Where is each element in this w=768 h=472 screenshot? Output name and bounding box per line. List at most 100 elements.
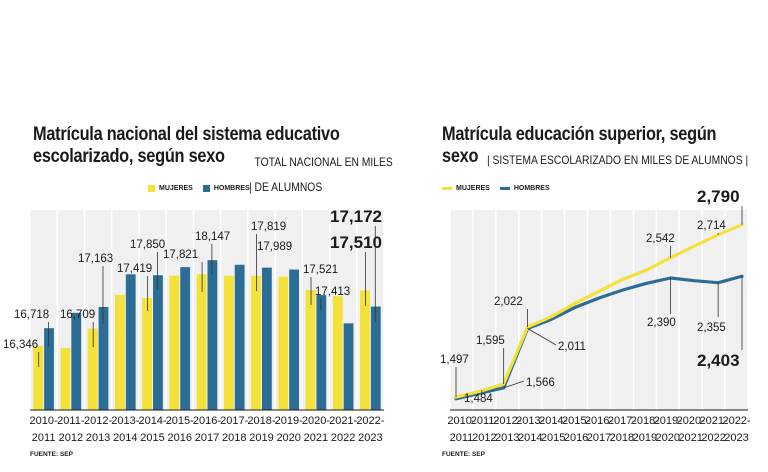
left-subtitle: | TOTAL NACIONAL EN MILES DE ALUMNOS — [249, 150, 401, 200]
x-tick-label: 2021 — [304, 432, 328, 444]
value-label: 17,821 — [163, 249, 198, 261]
value-label: 2,011 — [558, 341, 586, 353]
bar-hombres — [180, 267, 191, 410]
value-label: 16,709 — [60, 309, 95, 321]
value-label: 16,346 — [3, 339, 38, 351]
value-label: 2,022 — [494, 296, 523, 308]
x-tick-label: 2010- — [447, 415, 475, 427]
right-subtitle-text: SISTEMA ESCOLARIZADO EN MILES DE ALUMNOS — [492, 153, 743, 167]
bar-mujeres — [223, 275, 234, 410]
value-label: 2,355 — [697, 322, 726, 334]
value-label: 17,163 — [78, 253, 113, 265]
x-tick-label: 2021 — [678, 432, 702, 444]
value-label: 17,850 — [130, 239, 165, 251]
x-tick-label: 2020 — [276, 432, 300, 444]
legend-label-hombres-2: HOMBRES — [513, 185, 550, 192]
x-tick-label: 2023 — [358, 432, 382, 444]
bar-hombres — [98, 307, 109, 410]
x-tick-label: 2018- — [247, 415, 275, 427]
value-label: 2,714 — [697, 220, 726, 232]
x-tick-label: 2018 — [610, 432, 634, 444]
legend-swatch-mujeres — [148, 185, 155, 192]
x-tick-label: 2022 — [701, 432, 725, 444]
bar-hombres — [71, 312, 82, 410]
value-label: 1,497 — [440, 354, 469, 366]
x-tick-label: 2014 — [518, 432, 542, 444]
bar-hombres — [316, 295, 327, 410]
bar-mujeres — [332, 296, 343, 410]
value-label: 17,819 — [251, 221, 286, 233]
x-tick-label: 2014 — [113, 432, 137, 444]
x-tick-label: 2019- — [654, 415, 682, 427]
x-tick-label: 2011- — [471, 415, 499, 427]
right-legend: MUJERES HOMBRES — [442, 185, 550, 192]
x-tick-label: 2022- — [722, 415, 750, 427]
label-leader-line — [527, 328, 557, 346]
x-tick-label: 2010- — [30, 415, 58, 427]
x-tick-label: 2018 — [222, 432, 246, 444]
x-tick-label: 2012 — [472, 432, 496, 444]
x-tick-label: 2012- — [84, 415, 112, 427]
x-tick-label: 2014- — [138, 415, 166, 427]
value-label: 17,413 — [315, 286, 350, 298]
legend-label-mujeres-2: MUJERES — [456, 185, 490, 192]
bar-mujeres — [278, 276, 289, 410]
value-label: 2,542 — [646, 233, 675, 245]
bar-mujeres — [87, 328, 98, 410]
value-label: 17,989 — [257, 241, 292, 253]
x-tick-label: 2020- — [302, 415, 330, 427]
left-legend: MUJERES HOMBRES — [148, 185, 250, 192]
x-tick-label: 2020- — [677, 415, 705, 427]
legend-line-hombres — [499, 187, 510, 190]
x-tick-label: 2013- — [516, 415, 544, 427]
bar-hombres — [343, 323, 354, 410]
x-tick-label: 2019 — [633, 432, 657, 444]
right-chart-title: Matrícula educación superior, según sexo — [442, 124, 752, 168]
legend-label-hombres: HOMBRES — [213, 185, 250, 192]
series-line-hombres — [454, 274, 744, 401]
value-label: 18,147 — [195, 231, 230, 243]
value-label: 1,566 — [526, 377, 555, 389]
x-tick-label: 2013 — [86, 432, 110, 444]
value-label: 16,718 — [14, 309, 49, 321]
x-tick-label: 2011 — [450, 432, 474, 444]
value-label: 17,521 — [303, 264, 338, 276]
x-tick-label: 2011 — [32, 432, 56, 444]
line-chart: 2010- 2011 2011- 2012 2012- 2013 2013- 2014 2014… — [440, 187, 751, 444]
plot-background — [450, 210, 748, 410]
right-chart-panel: Matrícula educación superior, según sexo… — [430, 0, 768, 472]
bar-mujeres — [305, 289, 316, 410]
x-tick-label: 2016 — [564, 432, 588, 444]
legend-line-mujeres — [442, 187, 452, 190]
x-tick-label: 2023 — [724, 432, 748, 444]
x-tick-label: 2016- — [193, 415, 221, 427]
x-tick-label: 2015 — [140, 432, 164, 444]
legend-swatch-hombres — [202, 185, 210, 192]
x-tick-label: 2022- — [356, 415, 384, 427]
bar-hombres — [261, 267, 272, 410]
x-tick-label: 2017 — [195, 432, 219, 444]
value-label: 1,484 — [464, 393, 493, 405]
x-tick-label: 2021- — [700, 415, 728, 427]
x-tick-label: 2019- — [275, 415, 303, 427]
x-tick-label: 2014- — [539, 415, 567, 427]
bar-mujeres — [360, 290, 370, 410]
x-tick-label: 2018- — [631, 415, 659, 427]
x-tick-label: 2015- — [562, 415, 590, 427]
value-label: 17,510 — [330, 233, 382, 252]
left-source: FUENTE: SEP — [30, 451, 73, 458]
right-subtitle: | SISTEMA ESCOLARIZADO EN MILES DE ALUMN… — [487, 153, 749, 167]
bar-mujeres — [33, 345, 44, 410]
x-tick-label: 2019 — [249, 432, 273, 444]
x-tick-label: 2020 — [656, 432, 680, 444]
legend-label-mujeres: MUJERES — [159, 185, 193, 192]
value-label: 2,390 — [647, 317, 676, 329]
value-label: 17,172 — [330, 207, 382, 226]
x-tick-label: 2017 — [587, 432, 611, 444]
x-tick-label: 2017- — [608, 415, 636, 427]
bar-hombres — [44, 328, 54, 410]
x-tick-label: 2015 — [541, 432, 565, 444]
value-label: 17,419 — [117, 263, 152, 275]
label-leader-line — [503, 380, 525, 389]
